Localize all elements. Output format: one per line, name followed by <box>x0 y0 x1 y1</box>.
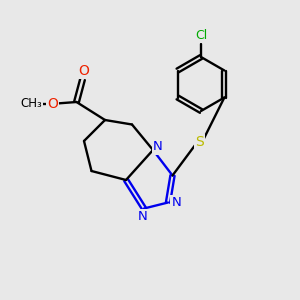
Text: S: S <box>195 136 204 149</box>
Text: N: N <box>153 140 163 154</box>
Text: N: N <box>138 210 147 224</box>
Text: O: O <box>47 97 58 110</box>
Text: Cl: Cl <box>195 29 207 42</box>
Text: O: O <box>79 64 89 77</box>
Text: N: N <box>172 196 181 209</box>
Text: CH₃: CH₃ <box>21 97 42 110</box>
